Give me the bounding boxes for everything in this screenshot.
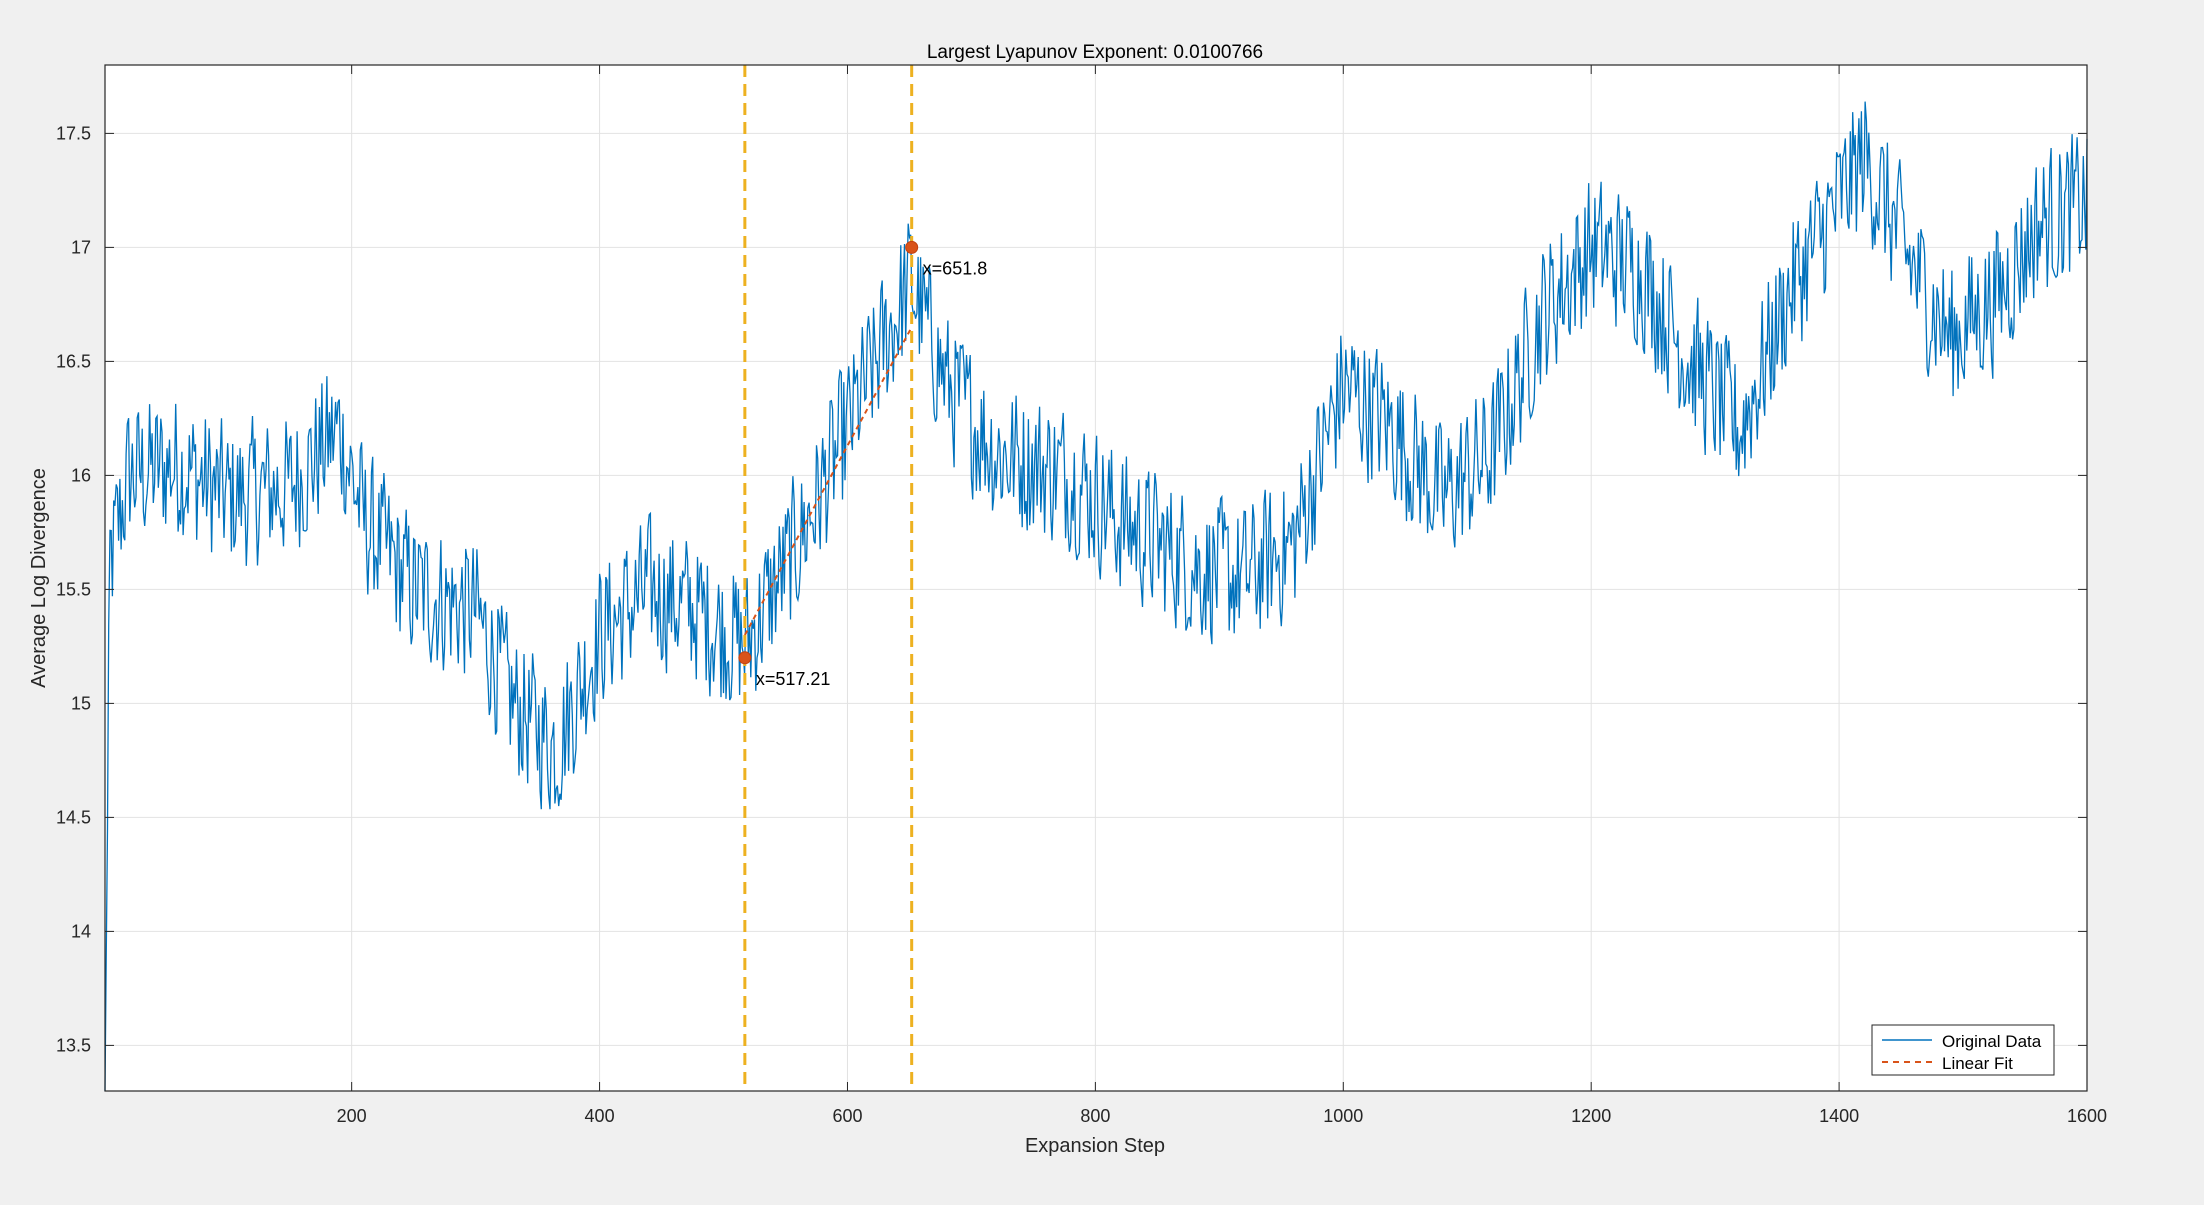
- marker-label: x=651.8: [923, 258, 988, 278]
- x-tick-label: 600: [832, 1106, 862, 1126]
- markers: x=517.21 x=651.8: [738, 240, 988, 689]
- plot-area: [105, 65, 2087, 1091]
- x-tick-label: 1200: [1571, 1106, 1611, 1126]
- ticks: 200 400 600 800 1000 1200 1400 1600 13.5 14 14.5 15…: [56, 65, 2107, 1126]
- legend-label-original-data: Original Data: [1942, 1032, 2042, 1051]
- axes-box: [104, 64, 2088, 1092]
- x-tick-label: 800: [1080, 1106, 1110, 1126]
- data-marker: [738, 651, 752, 665]
- y-tick-label: 15.5: [56, 579, 91, 599]
- series-group: [104, 101, 2088, 1092]
- x-tick-label: 1000: [1323, 1106, 1363, 1126]
- marker-label: x=517.21: [756, 669, 831, 689]
- y-tick-label: 15: [71, 693, 91, 713]
- y-tick-label: 16.5: [56, 351, 91, 371]
- x-tick-label: 200: [337, 1106, 367, 1126]
- axes-frame: [104, 64, 2088, 1092]
- plot-background: [105, 65, 2087, 1091]
- legend-label-linear-fit: Linear Fit: [1942, 1054, 2013, 1073]
- x-axis-label: Expansion Step: [1025, 1135, 1165, 1157]
- y-tick-label: 17.5: [56, 123, 91, 143]
- vertical-lines: [743, 65, 914, 1091]
- y-tick-label: 17: [71, 237, 91, 257]
- y-tick-label: 13.5: [56, 1035, 91, 1055]
- y-axis-label: Average Log Divergence: [28, 468, 50, 688]
- x-tick-label: 1400: [1819, 1106, 1859, 1126]
- series-linear-fit: [743, 326, 913, 636]
- y-tick-label: 14.5: [56, 807, 91, 827]
- legend: Original Data Linear Fit: [1871, 1024, 2055, 1076]
- series-original-data: [104, 101, 2088, 1092]
- y-tick-label: 14: [71, 921, 91, 941]
- data-marker: [905, 240, 919, 254]
- chart-title: Largest Lyapunov Exponent: 0.0100766: [927, 42, 1263, 63]
- x-tick-label: 1600: [2067, 1106, 2107, 1126]
- x-tick-label: 400: [585, 1106, 615, 1126]
- y-tick-label: 16: [71, 465, 91, 485]
- legend-box: [1871, 1024, 2055, 1076]
